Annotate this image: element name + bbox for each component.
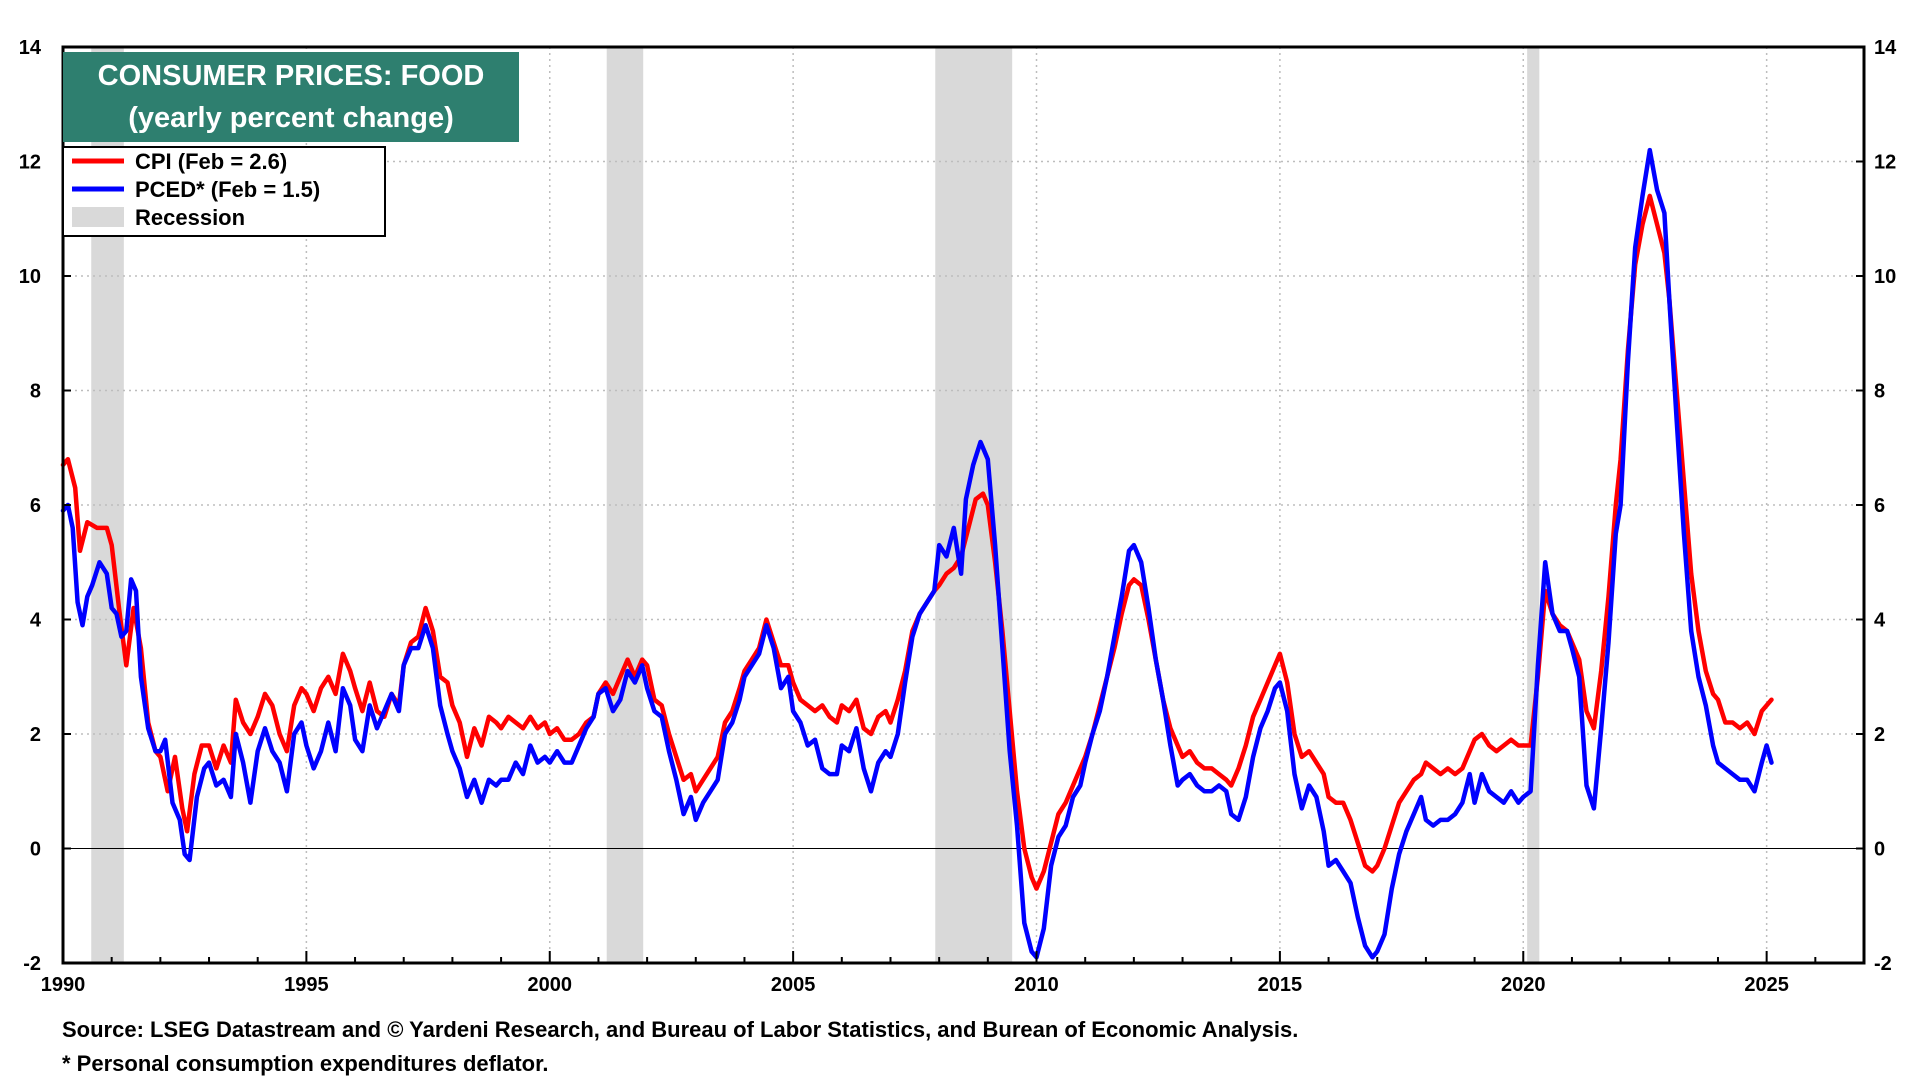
series-lines [60, 147, 1774, 960]
series-line-pced [60, 147, 1774, 960]
y-tick-label-left: 10 [19, 266, 41, 288]
grid-lines [63, 47, 1864, 963]
y-tick-label-left: 4 [30, 610, 42, 632]
x-tick-label: 2005 [771, 974, 816, 996]
y-tick-label-right: 0 [1874, 839, 1885, 861]
x-tick-label: 2010 [1014, 974, 1059, 996]
legend-label-cpi: CPI (Feb = 2.6) [135, 149, 287, 174]
recession-band-1 [606, 47, 644, 963]
x-tick-label: 2025 [1744, 974, 1789, 996]
y-tick-label-right: -2 [1874, 953, 1892, 975]
y-tick-label-left: 14 [19, 37, 42, 59]
y-tick-label-left: 12 [19, 152, 41, 174]
chart-subtitle: (yearly percent change) [128, 102, 454, 134]
y-tick-label-left: 6 [30, 495, 41, 517]
y-tick-label-right: 14 [1874, 37, 1897, 59]
y-tick-label-left: 2 [30, 724, 41, 746]
y-tick-label-right: 4 [1874, 610, 1886, 632]
y-tick-label-right: 10 [1874, 266, 1896, 288]
series-line-cpi [60, 193, 1774, 891]
y-tick-label-right: 12 [1874, 152, 1896, 174]
x-tick-label: 2020 [1501, 974, 1546, 996]
x-tick-label: 1990 [41, 974, 86, 996]
legend-swatch-recession [72, 207, 124, 227]
x-tick-label: 2000 [528, 974, 573, 996]
x-tick-label: 1995 [284, 974, 329, 996]
y-tick-label-left: -2 [23, 953, 41, 975]
y-tick-label-right: 6 [1874, 495, 1885, 517]
y-tick-label-right: 8 [1874, 381, 1885, 403]
y-tick-label-left: 8 [30, 381, 41, 403]
y-tick-label-left: 0 [30, 839, 41, 861]
legend-label-recession: Recession [135, 205, 245, 230]
footnote: * Personal consumption expenditures defl… [62, 1051, 549, 1076]
y-tick-label-right: 2 [1874, 724, 1885, 746]
legend-label-pced: PCED* (Feb = 1.5) [135, 177, 320, 202]
chart-title-box: CONSUMER PRICES: FOOD (yearly percent ch… [63, 52, 519, 142]
source-note: Source: LSEG Datastream and © Yardeni Re… [62, 1017, 1299, 1042]
x-tick-label: 2015 [1258, 974, 1303, 996]
chart-title: CONSUMER PRICES: FOOD [98, 60, 485, 92]
legend: CPI (Feb = 2.6) PCED* (Feb = 1.5) Recess… [62, 146, 386, 237]
